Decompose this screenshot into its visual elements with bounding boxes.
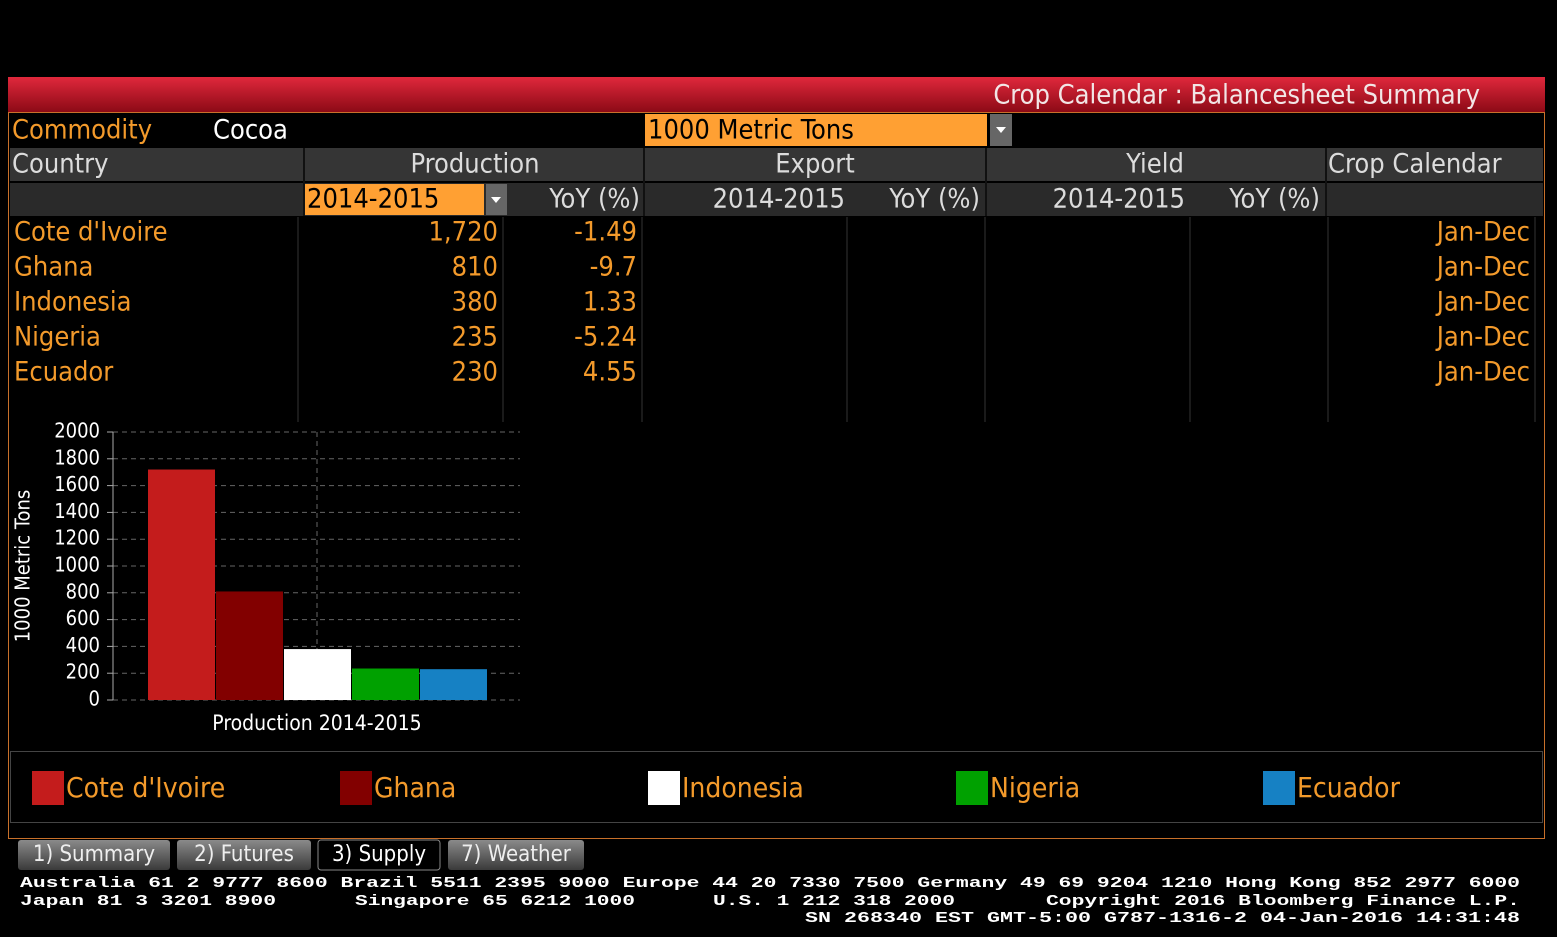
table-cell: 4.55 xyxy=(583,357,637,388)
table-cell: Nigeria xyxy=(14,322,101,353)
y-tick-label: 1000 xyxy=(54,553,100,577)
footer-line: Japan 81 3 3201 8900 xyxy=(20,893,276,910)
bar xyxy=(420,669,487,700)
tab-label[interactable]: 7) Weather xyxy=(461,842,572,867)
column-header: Yield xyxy=(1125,149,1184,180)
column-header: Crop Calendar xyxy=(1328,149,1502,180)
table-cell: -1.49 xyxy=(574,217,637,248)
units-dropdown[interactable] xyxy=(645,114,987,146)
footer-line: Singapore 65 6212 1000 xyxy=(355,893,635,910)
subcolumn-header: 2014-2015 xyxy=(1053,184,1185,215)
legend-swatch xyxy=(1263,771,1295,805)
column-header: Export xyxy=(775,149,855,180)
y-tick-label: 200 xyxy=(66,660,100,684)
legend-swatch xyxy=(956,771,988,805)
legend-label: Cote d'Ivoire xyxy=(66,771,225,804)
commodity-value: Cocoa xyxy=(213,115,288,146)
bar xyxy=(148,469,215,700)
legend-swatch xyxy=(648,771,680,805)
footer-line: Copyright 2016 Bloomberg Finance L.P. xyxy=(1046,893,1520,910)
bar xyxy=(284,649,351,700)
y-tick-label: 2000 xyxy=(54,419,100,443)
subcolumn-header: 2014-2015 xyxy=(713,184,845,215)
subheader-bar xyxy=(10,183,1543,216)
panel-border xyxy=(8,112,1545,839)
units-value[interactable]: 1000 Metric Tons xyxy=(648,115,854,146)
column-header-bar xyxy=(10,148,1543,181)
legend-label: Indonesia xyxy=(682,771,804,804)
table-cell: 235 xyxy=(452,322,498,353)
table-cell: Jan-Dec xyxy=(1435,252,1530,283)
subcolumn-header[interactable]: 2014-2015 xyxy=(307,184,439,215)
y-tick-label: 400 xyxy=(66,633,100,657)
table-cell: 230 xyxy=(452,357,498,388)
year-dropdown[interactable] xyxy=(305,184,484,215)
y-tick-label: 1400 xyxy=(54,499,100,523)
footer-line: U.S. 1 212 318 2000 xyxy=(713,893,955,910)
page-title: Crop Calendar : Balancesheet Summary xyxy=(993,80,1480,111)
y-tick-label: 1800 xyxy=(54,445,100,469)
table-cell: 1,720 xyxy=(428,217,498,248)
x-axis-title: Production 2014-2015 xyxy=(212,711,421,735)
column-header: Country xyxy=(12,149,109,180)
legend-swatch xyxy=(32,771,64,805)
arrow-icon xyxy=(996,127,1006,133)
arrow-icon xyxy=(491,197,501,203)
footer-line: SN 268340 EST GMT-5:00 G787-1316-2 04-Ja… xyxy=(805,910,1520,927)
bar xyxy=(352,668,419,700)
tab[interactable] xyxy=(18,840,170,870)
subcolumn-header: YoY (%) xyxy=(888,184,980,215)
y-axis-title: 1000 Metric Tons xyxy=(11,490,35,643)
table-cell: Indonesia xyxy=(14,287,131,318)
tab[interactable] xyxy=(317,839,441,871)
tab-label[interactable]: 3) Supply xyxy=(332,842,426,867)
table-cell: Jan-Dec xyxy=(1435,357,1530,388)
y-tick-label: 0 xyxy=(89,687,100,711)
legend-label: Ghana xyxy=(374,771,456,804)
table-cell: -5.24 xyxy=(574,322,637,353)
tab-label[interactable]: 2) Futures xyxy=(194,842,294,867)
table-cell: Ecuador xyxy=(14,357,113,388)
column-header: Production xyxy=(410,149,539,180)
table-cell: 380 xyxy=(452,287,498,318)
subcolumn-header: YoY (%) xyxy=(1228,184,1320,215)
y-tick-label: 1600 xyxy=(54,472,100,496)
subcolumn-header: YoY (%) xyxy=(548,184,640,215)
header-bar xyxy=(8,77,1545,112)
legend-label: Ecuador xyxy=(1297,771,1401,804)
table-cell: Jan-Dec xyxy=(1435,217,1530,248)
table-cell: Cote d'Ivoire xyxy=(14,217,168,248)
legend-swatch xyxy=(340,771,372,805)
legend-box xyxy=(10,751,1543,823)
table-cell: 1.33 xyxy=(583,287,637,318)
y-tick-label: 1200 xyxy=(54,526,100,550)
table-cell: Jan-Dec xyxy=(1435,287,1530,318)
y-tick-label: 800 xyxy=(66,579,100,603)
y-tick-label: 600 xyxy=(66,606,100,630)
table-cell: Jan-Dec xyxy=(1435,322,1530,353)
footer-line: Australia 61 2 9777 8600 Brazil 5511 239… xyxy=(20,875,1520,892)
table-cell: Ghana xyxy=(14,252,93,283)
legend-label: Nigeria xyxy=(990,771,1080,804)
tab-label[interactable]: 1) Summary xyxy=(33,842,156,867)
bar xyxy=(216,591,283,700)
table-cell: -9.7 xyxy=(590,252,637,283)
tab[interactable] xyxy=(448,840,584,870)
table-cell: 810 xyxy=(452,252,498,283)
commodity-label: Commodity xyxy=(12,115,152,146)
tab[interactable] xyxy=(177,840,311,870)
